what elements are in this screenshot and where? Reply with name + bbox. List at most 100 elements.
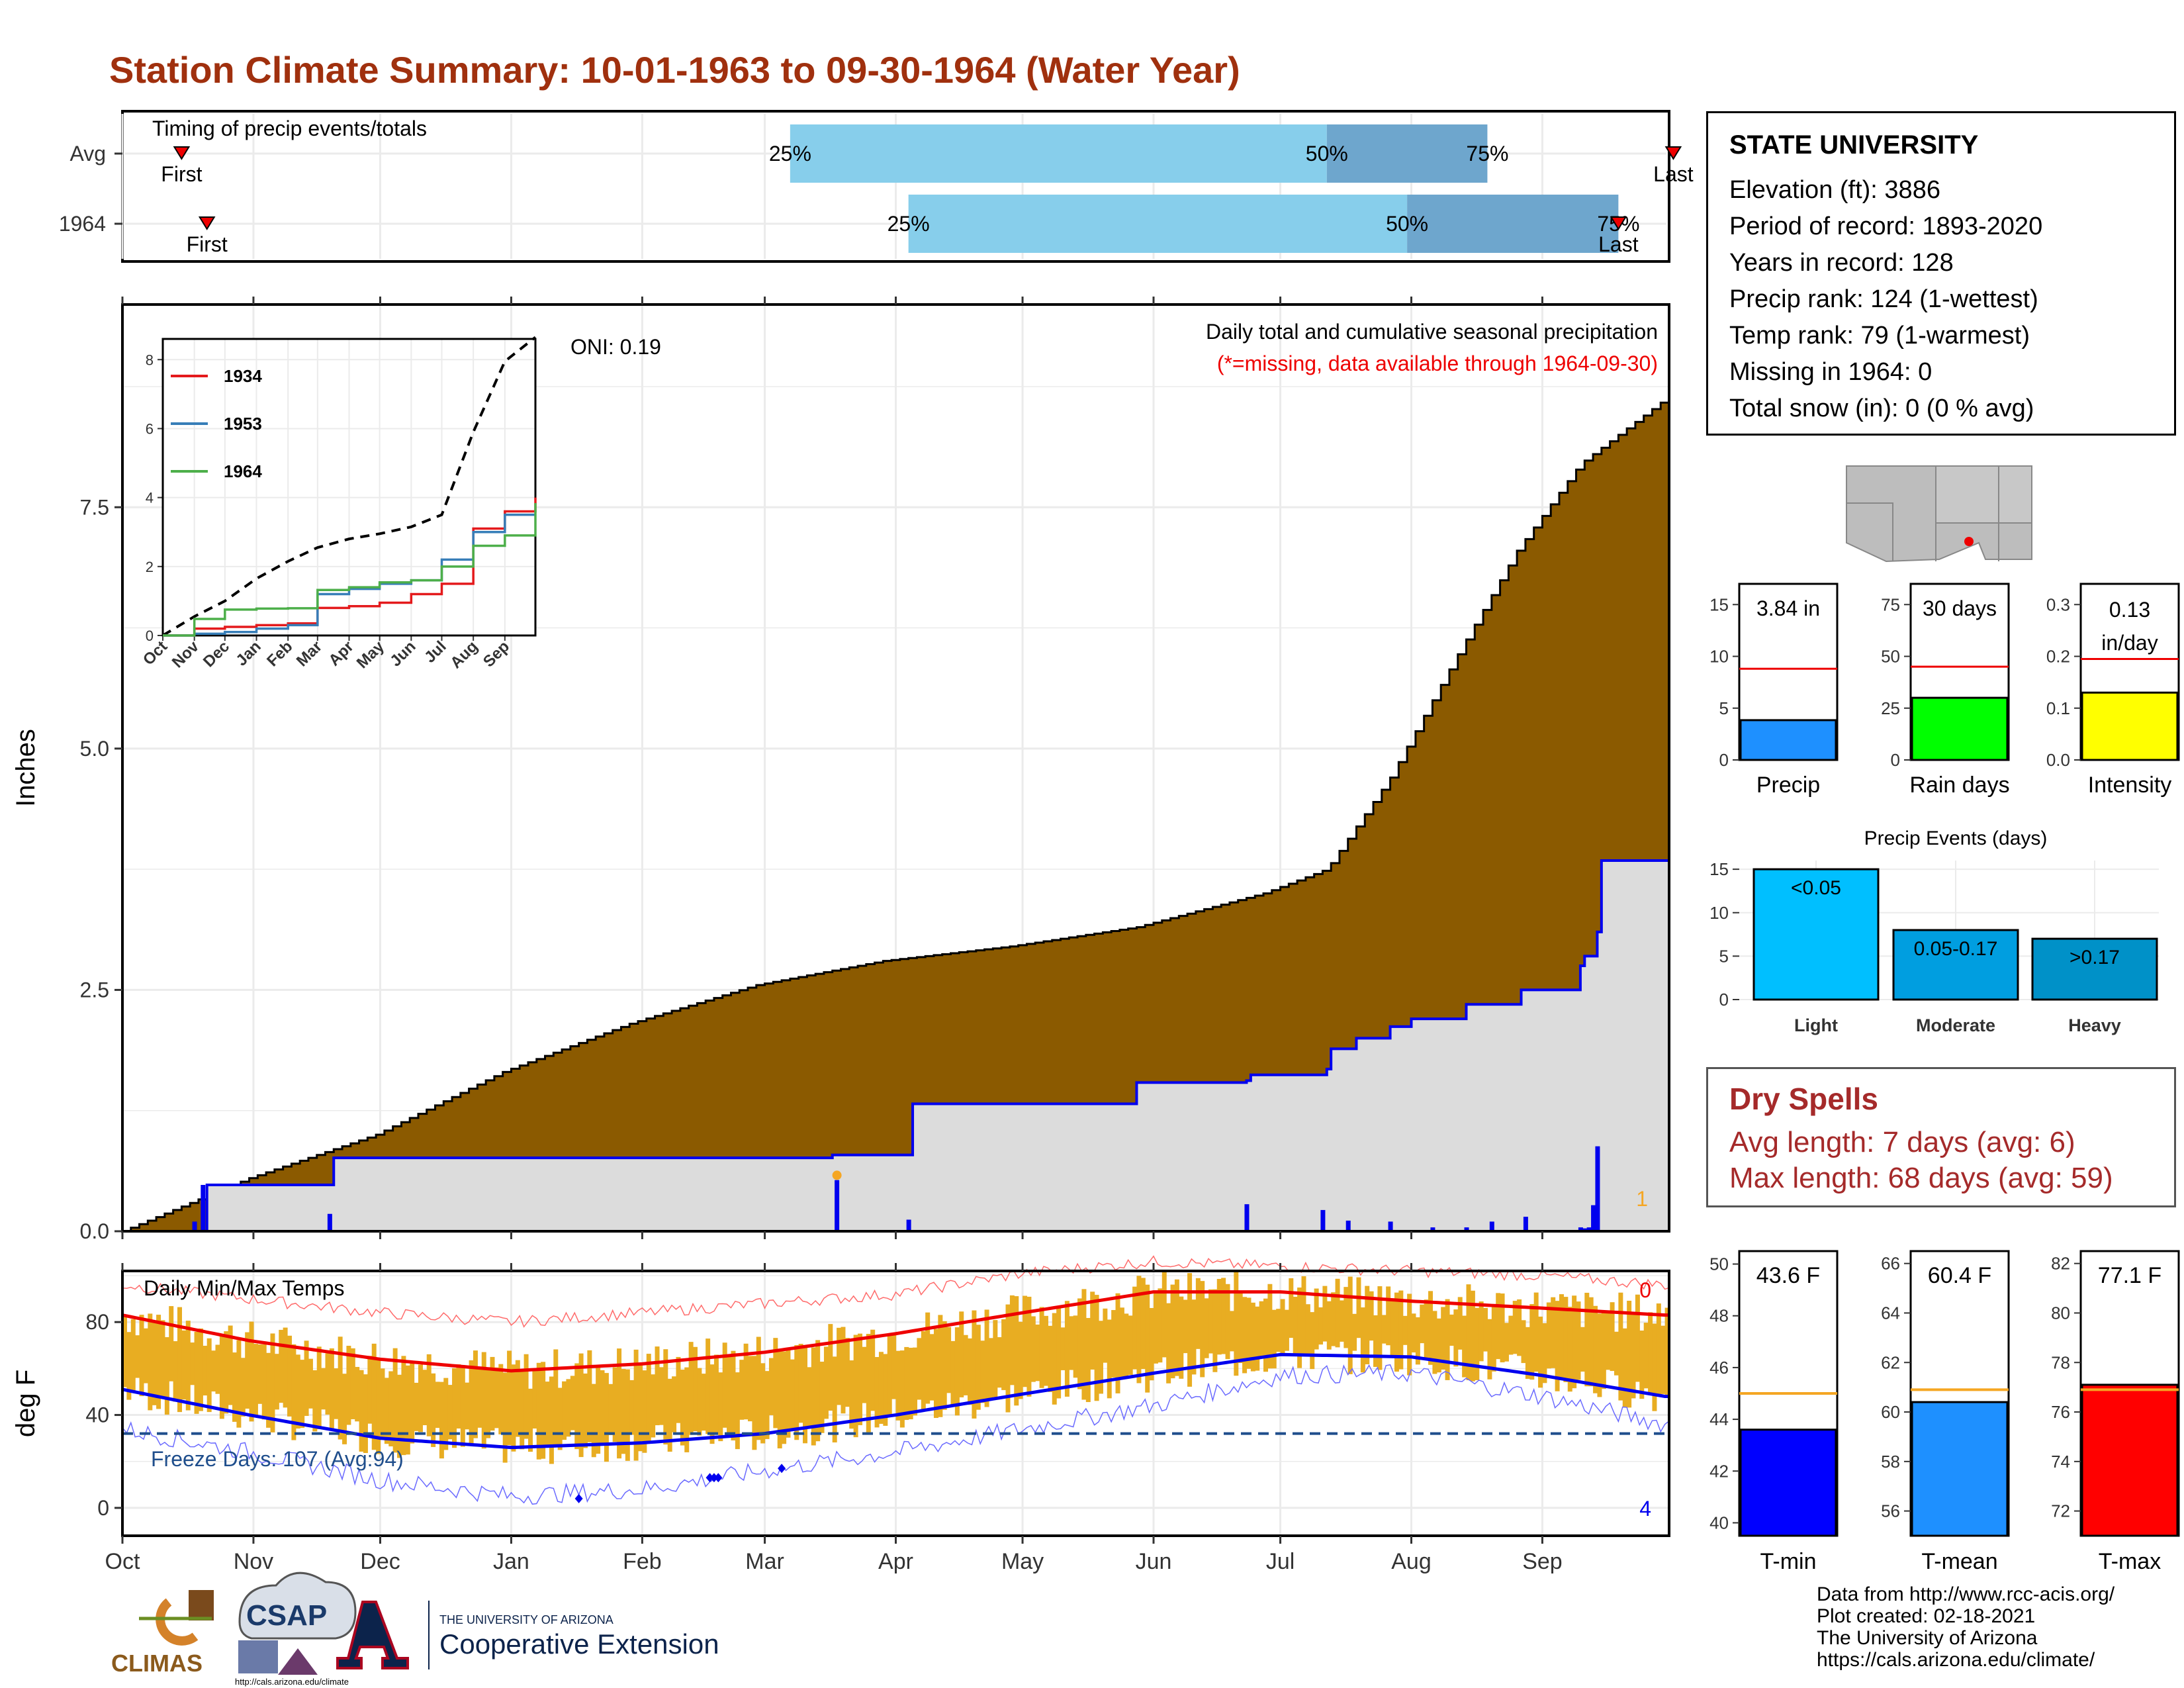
timing-marker-label: First <box>187 232 228 256</box>
daily-temp-bar <box>1618 1292 1623 1401</box>
daily-temp-bar <box>782 1351 787 1444</box>
daily-temp-bar <box>1517 1299 1522 1356</box>
daily-temp-bar <box>1631 1314 1636 1399</box>
daily-temp-bar <box>803 1347 808 1444</box>
tempbar-tick-label: 62 <box>1881 1352 1900 1372</box>
record-low-marker <box>705 1473 714 1483</box>
climas-logo-text: CLIMAS <box>111 1650 203 1677</box>
daily-temp-bar <box>1242 1297 1248 1374</box>
daily-temp-bar <box>954 1327 960 1416</box>
daily-temp-bar <box>122 1315 127 1387</box>
daily-temp-bar <box>972 1310 977 1419</box>
daily-temp-bar <box>815 1340 821 1442</box>
daily-temp-bar <box>870 1329 876 1411</box>
daily-temp-bar <box>858 1333 863 1425</box>
daily-temp-bar <box>1551 1297 1556 1368</box>
daily-temp-bar <box>600 1370 605 1444</box>
daily-temp-bar <box>798 1344 803 1423</box>
minibar-value-Precip <box>1739 719 1837 761</box>
daily-temp-bar <box>507 1350 512 1446</box>
daily-temp-bar <box>1305 1304 1310 1356</box>
month-label: Jan <box>493 1549 529 1574</box>
daily-temp-bar <box>1289 1278 1294 1338</box>
record-min-line <box>122 1364 1670 1505</box>
inset-y-tick-label: 6 <box>146 420 154 437</box>
minibar-tick-label: 0 <box>1891 750 1900 770</box>
daily-precip-bar <box>1244 1204 1250 1231</box>
daily-temp-bar <box>582 1373 588 1448</box>
daily-temp-bar <box>713 1354 719 1435</box>
daily-temp-bar <box>659 1367 664 1425</box>
daily-temp-bar <box>1339 1300 1344 1342</box>
daily-temp-bar <box>921 1331 926 1411</box>
daily-temp-bar <box>177 1307 182 1413</box>
daily-temp-bar <box>253 1344 258 1416</box>
daily-temp-bar <box>152 1321 157 1405</box>
timing-label: Timing of precip events/totals <box>152 117 427 140</box>
daily-temp-bar <box>1094 1295 1099 1401</box>
daily-temp-bar <box>397 1374 402 1458</box>
daily-temp-bar <box>1521 1320 1526 1364</box>
daily-temp-bar <box>1234 1271 1239 1376</box>
daily-temp-bar <box>1318 1307 1324 1345</box>
timing-pct-label: 25% <box>887 212 930 236</box>
daily-temp-bar <box>1023 1295 1028 1387</box>
daily-temp-bar <box>917 1338 922 1400</box>
daily-temp-bar <box>1271 1309 1277 1369</box>
timing-bar-25-50 <box>790 124 1327 183</box>
daily-temp-bar <box>1048 1325 1053 1392</box>
daily-temp-bar <box>1158 1288 1163 1363</box>
precip-events-chart: Precip Events (days) 0 5 10 15 <0.05 Light 0.05… <box>1709 827 2159 1035</box>
daily-temp-bar <box>1280 1299 1285 1354</box>
daily-temp-bar <box>997 1336 1002 1388</box>
month-axis: Oct Nov Dec Jan Feb Mar Apr May Jun Jul Aug Sep <box>105 297 1563 1574</box>
inset-y-tick-label: 2 <box>146 559 154 575</box>
daily-temp-bar <box>410 1362 415 1444</box>
daily-temp-bar <box>1508 1315 1514 1355</box>
daily-temp-bar <box>578 1353 584 1458</box>
daily-temp-bar <box>304 1340 309 1416</box>
minibar-tick-label: 0 <box>1719 750 1729 770</box>
daily-temp-bar <box>473 1350 478 1438</box>
daily-temp-bar <box>1132 1286 1138 1370</box>
daily-precip-bar <box>1464 1227 1469 1231</box>
daily-temp-bar <box>1331 1292 1336 1346</box>
daily-temp-bar <box>777 1348 782 1449</box>
timing-row-label-year: 1964 <box>59 212 106 236</box>
dry-spells-box: Dry Spells Avg length: 7 days (avg: 6) M… <box>1706 1067 2176 1207</box>
oni-label: ONI: 0.19 <box>570 335 661 359</box>
daily-temp-bar <box>456 1364 461 1429</box>
daily-temp-bar <box>904 1346 909 1421</box>
daily-temp-bar <box>828 1324 833 1411</box>
daily-temp-bar <box>300 1360 305 1429</box>
daily-temp-bar <box>1546 1302 1551 1369</box>
precip-title: Daily total and cumulative seasonal prec… <box>1206 320 1658 344</box>
timing-bar-25-50 <box>908 195 1408 253</box>
daily-temp-bar <box>625 1369 630 1461</box>
daily-temp-bar <box>976 1325 981 1410</box>
daily-temp-bar <box>1635 1294 1640 1382</box>
daily-temp-bar <box>760 1363 766 1444</box>
daily-temp-bar <box>1588 1297 1594 1387</box>
tempbar-tick-label: 82 <box>2051 1254 2070 1274</box>
daily-temp-bar <box>786 1350 791 1438</box>
inset-series-1964 <box>163 502 537 637</box>
daily-temp-bar <box>672 1376 677 1432</box>
tempbar-tick-label: 80 <box>2051 1303 2070 1323</box>
timing-pct-label: 50% <box>1386 212 1428 236</box>
daily-temp-bar <box>460 1365 465 1447</box>
daily-temp-bar <box>739 1360 745 1420</box>
daily-precip-bar <box>1586 1227 1592 1231</box>
tempbar-tick-label: 58 <box>1881 1452 1900 1472</box>
daily-temp-bar <box>980 1340 985 1403</box>
minibar-tick-label: 10 <box>1709 647 1729 667</box>
daily-temp-bar <box>566 1379 571 1437</box>
daily-temp-bar <box>1504 1323 1509 1362</box>
daily-temp-bar <box>621 1369 626 1454</box>
daily-temp-bar <box>1343 1287 1349 1348</box>
record-low-marker <box>709 1473 718 1483</box>
precip-event-category: Moderate <box>1916 1015 1995 1035</box>
csap-url: http://cals.arizona.edu/climate <box>235 1677 349 1687</box>
